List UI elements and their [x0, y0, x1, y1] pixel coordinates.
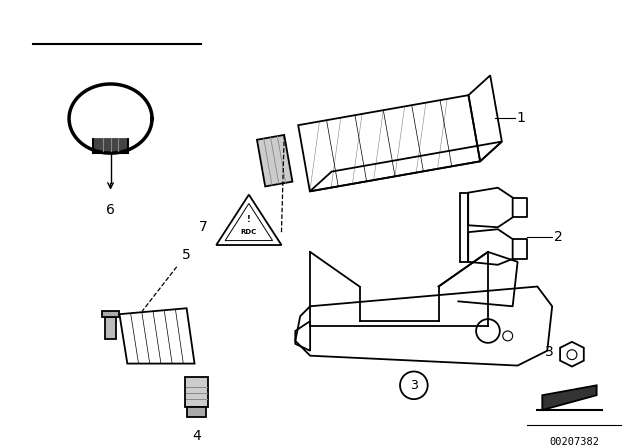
Text: 00207382: 00207382: [549, 437, 599, 447]
Text: 5: 5: [182, 248, 191, 262]
Polygon shape: [257, 135, 292, 186]
Polygon shape: [93, 136, 129, 153]
Text: 3: 3: [545, 345, 554, 359]
Polygon shape: [187, 407, 206, 417]
Polygon shape: [542, 385, 596, 410]
Text: 4: 4: [192, 429, 201, 443]
Polygon shape: [102, 311, 120, 317]
Text: 1: 1: [517, 112, 525, 125]
Text: 7: 7: [198, 220, 207, 234]
Polygon shape: [104, 317, 116, 339]
Text: 2: 2: [554, 230, 563, 244]
Text: 3: 3: [410, 379, 418, 392]
Text: 6: 6: [106, 202, 115, 216]
Polygon shape: [185, 377, 209, 407]
Text: RDC: RDC: [241, 229, 257, 235]
Text: !: !: [247, 215, 251, 224]
